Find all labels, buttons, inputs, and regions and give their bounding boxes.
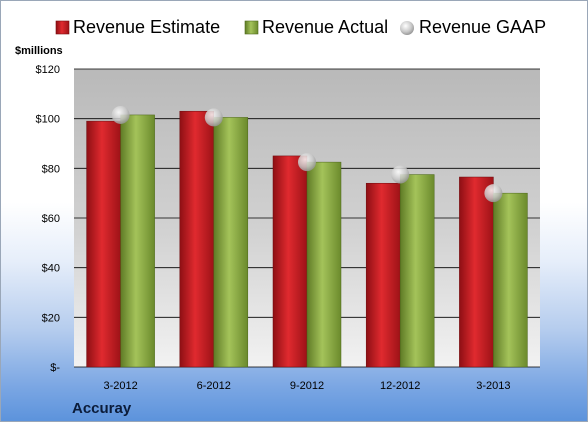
marker-revenue-gaap — [391, 165, 410, 184]
legend-label-revenue-actual: Revenue Actual — [262, 17, 388, 37]
marker-revenue-gaap — [204, 108, 223, 127]
legend-swatch-revenue-actual — [244, 20, 259, 35]
bars — [86, 110, 528, 368]
legend-swatch-revenue-estimate — [55, 20, 70, 35]
bar-revenue-actual — [306, 161, 342, 368]
bar-revenue-actual — [493, 192, 528, 368]
y-tick-label: $100 — [36, 114, 60, 126]
marker-revenue-gaap — [484, 184, 503, 203]
x-tick-label: 9-2012 — [290, 380, 324, 392]
x-tick-label: 6-2012 — [197, 380, 231, 392]
y-axis-unit-label: $millions — [15, 45, 63, 57]
legend-marker-revenue-gaap — [400, 21, 414, 35]
y-tick-label: $80 — [42, 163, 60, 175]
y-tick-label: $- — [50, 362, 60, 374]
y-tick-label: $40 — [42, 263, 60, 275]
legend-label-revenue-estimate: Revenue Estimate — [73, 17, 220, 37]
y-tick-label: $60 — [42, 213, 60, 225]
chart-legend: Revenue Estimate Revenue Actual Revenue … — [55, 17, 546, 37]
marker-revenue-gaap — [111, 105, 130, 124]
bar-revenue-estimate — [459, 176, 494, 368]
bar-revenue-actual — [213, 117, 249, 368]
bar-revenue-estimate — [365, 182, 401, 368]
bar-revenue-actual — [399, 174, 435, 368]
y-axis-ticks: $- $20 $40 $60 $80 $100 $120 — [36, 64, 61, 374]
x-tick-label: 3-2012 — [103, 380, 137, 392]
x-axis-ticks: 3-2012 6-2012 9-2012 12-2012 3-2013 — [103, 380, 510, 392]
x-tick-label: 3-2013 — [476, 380, 510, 392]
y-tick-label: $20 — [42, 312, 60, 324]
y-tick-label: $120 — [36, 64, 60, 76]
bar-revenue-actual — [120, 114, 155, 368]
x-tick-label: 12-2012 — [380, 380, 420, 392]
bar-revenue-estimate — [272, 155, 308, 368]
legend-label-revenue-gaap: Revenue GAAP — [419, 17, 546, 37]
bar-revenue-estimate — [86, 120, 121, 368]
gaap-markers — [111, 105, 503, 203]
company-name: Accuray — [72, 400, 132, 417]
bar-revenue-estimate — [179, 110, 215, 368]
marker-revenue-gaap — [298, 153, 316, 172]
